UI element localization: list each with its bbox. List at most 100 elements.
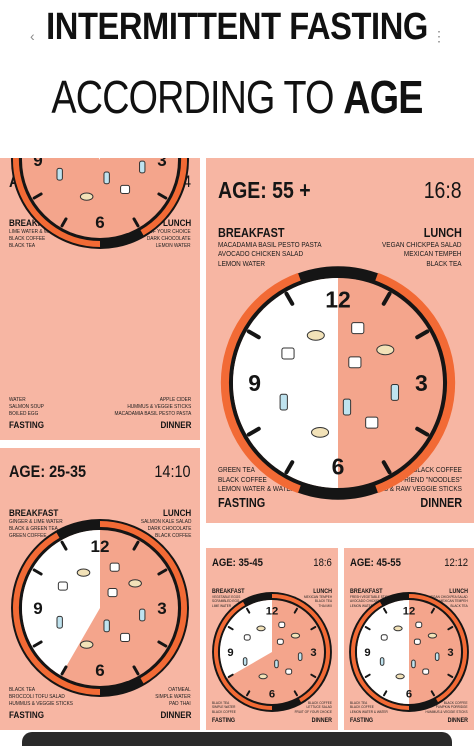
fasting-item: BLACK COFFEE — [349, 705, 374, 710]
page-subtitle: ACCORDING TO AGE — [43, 70, 432, 124]
breakfast-item: BLACK & GREEN TEA — [9, 525, 58, 532]
dinner-items: BLACK COFFEE ASIAN FRIEND "NOODLES" HUMMUS… — [359, 465, 462, 493]
age-label: AGE: 55 + — [218, 176, 311, 203]
lunch-items: FRUIT OF YOUR CHOICE DARK CHOCOLATE LEMON … — [134, 229, 191, 250]
clock-accent-arc — [140, 158, 187, 236]
breakfast-label: BREAKFAST — [9, 218, 59, 229]
lunch-items: SALMON KALE SALAD DARK CHOCOLATE BLACK COF… — [141, 519, 191, 540]
cup-icon — [351, 322, 365, 335]
fasting-ratio: 14:10 — [154, 462, 191, 481]
breakfast-items: LIME WATER & WATER BLACK COFFEE BLACK TEA — [9, 229, 61, 250]
fasting-label: FASTING — [211, 716, 236, 724]
cup-icon — [120, 184, 131, 194]
cup-icon — [348, 356, 362, 369]
clock-face: 12 3 6 9 — [212, 592, 332, 712]
breakfast-items: FRESH VEGETABLE STICKS AVOCADO CHICKEN SA… — [350, 595, 392, 609]
lunch-items: VEGAN CHICKPEA SALAD MEXICAN TEMPEH BLACK … — [429, 595, 468, 609]
more-options-icon[interactable]: ⋮ — [432, 28, 446, 44]
fasting-item: BLACK TEA — [349, 700, 368, 705]
plate-icon — [79, 192, 94, 201]
hour-tick — [32, 192, 43, 200]
lunch-item: DARK CHOCOLATE — [147, 235, 191, 242]
plate-icon — [128, 579, 142, 588]
clock-number-9: 9 — [33, 599, 42, 618]
plate-icon — [427, 632, 438, 639]
clock-number-6: 6 — [269, 688, 275, 700]
fasting-ratio: 18:6 — [313, 557, 333, 570]
clock-accent-arc — [271, 594, 330, 703]
age-card-2: AGE: 55 + 16:8 BREAKFAST MACADAMIA BASIL PE… — [206, 158, 474, 523]
dinner-item: OATMEAL — [168, 686, 191, 693]
clock-number-6: 6 — [332, 454, 345, 480]
lunch-item: BLACK TEA — [314, 599, 333, 604]
hour-tick — [132, 665, 140, 676]
fasting-item: LEMON WATER & WATER — [218, 484, 296, 494]
hour-tick — [364, 626, 371, 631]
dinner-item: BLACK COFFEE — [444, 700, 469, 705]
fasting-item: GREEN TEA — [218, 465, 256, 475]
dinner-items: APPLE CIDER HUMMUS & VEGGIE STICKS MACADAM… — [114, 397, 191, 418]
dinner-item: BLACK COFFEE — [308, 700, 333, 705]
lunch-label: LUNCH — [313, 587, 333, 595]
clock-accent-arc-2 — [13, 158, 101, 247]
hour-tick — [60, 665, 68, 676]
plate-icon — [76, 568, 91, 577]
hour-tick — [60, 540, 68, 551]
breakfast-item: BLACK TEA — [9, 242, 36, 249]
hour-tick — [32, 568, 43, 576]
hour-tick — [293, 690, 298, 697]
hour-tick — [157, 640, 168, 648]
breakfast-label: BREAKFAST — [9, 508, 59, 519]
cup-icon — [365, 416, 379, 429]
fasting-item: BLACK TEA — [9, 686, 36, 693]
carousel-prev-icon[interactable]: ‹ — [30, 28, 35, 44]
dinner-item: HUMMUS & VEGGIE STICKS — [127, 403, 191, 410]
hour-tick — [157, 568, 168, 576]
glass-icon — [139, 608, 146, 622]
fasting-items: BLACK TEA BLACK COFFEE LEMON WATER & WATER — [350, 701, 388, 715]
lunch-item: MEXICAN TEMPEH — [439, 599, 469, 604]
fasting-label: FASTING — [349, 716, 374, 724]
hour-tick — [381, 291, 392, 306]
plate-icon — [393, 625, 403, 632]
breakfast-item: LIME WATER — [211, 604, 232, 609]
plate-icon — [258, 673, 268, 680]
plate-icon — [256, 625, 266, 632]
page-title: INTERMITTENT FASTING — [46, 6, 428, 48]
lunch-item: THAI MIX — [318, 604, 333, 609]
breakfast-item: MACADAMIA BASIL PESTO PASTA — [218, 239, 322, 249]
hour-tick — [310, 673, 317, 678]
fasting-item: WATER — [9, 396, 26, 403]
glass-icon — [390, 384, 400, 401]
fasting-items: WATER SALMON SOUP BOILED EGG — [9, 397, 44, 418]
dinner-item: FRUIT OF YOUR CHOICE — [294, 709, 333, 714]
fasting-ratio: 12:12 — [444, 557, 469, 570]
plate-icon — [311, 426, 330, 438]
fasting-item: HUMMUS & VEGGIE STICKS — [9, 700, 73, 707]
age-label: AGE: 25-35 — [9, 462, 87, 481]
hour-tick — [430, 607, 435, 614]
dinner-item: SIMPLE WATER — [155, 693, 191, 700]
hour-tick — [132, 217, 140, 228]
clock-accent-arc-2 — [13, 532, 101, 695]
fasting-label: FASTING — [9, 709, 44, 721]
breakfast-item: AVOCADO CHICKEN SALAD — [349, 599, 392, 604]
subtitle-emphasis: AGE — [343, 71, 423, 123]
hour-tick — [132, 540, 140, 551]
lunch-item: MEXICAN TEMPEH — [404, 249, 462, 259]
clock-accent-arc-2 — [351, 601, 410, 710]
clock-number-6: 6 — [95, 661, 104, 680]
bottom-bar — [22, 732, 452, 746]
glass-icon — [434, 652, 440, 662]
dinner-item: ASIAN FRIEND "NOODLES" — [379, 474, 462, 484]
plate-icon — [376, 344, 395, 356]
hour-tick — [246, 329, 261, 340]
clock-number-9: 9 — [248, 370, 261, 396]
fasting-item: BROCCOLI TOFU SALAD — [9, 693, 65, 700]
hour-tick — [415, 426, 430, 437]
age-card-5: AGE: 45-55 12:12 BREAKFAST FRESH VEGETABLE … — [344, 548, 474, 730]
hour-tick — [310, 626, 317, 631]
fasting-label: FASTING — [9, 419, 44, 431]
lunch-label: LUNCH — [162, 508, 191, 519]
fasting-item: BLACK COFFEE — [211, 709, 236, 714]
